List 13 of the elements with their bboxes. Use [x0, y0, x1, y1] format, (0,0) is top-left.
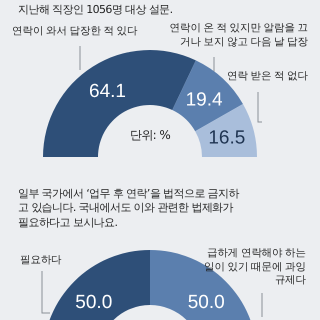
data-label: 19.4 — [186, 90, 223, 111]
slice-label: 연락 받은 적 없다 — [226, 70, 308, 84]
data-label: 64.1 — [89, 80, 126, 102]
slice-label: 연락이 온 적 있지만 알람을 끄거나 보지 않고 다음 날 답장 — [168, 22, 308, 50]
text: 단위: % — [128, 128, 172, 144]
data-label: 16.5 — [208, 128, 246, 149]
data-label: 50.0 — [75, 292, 112, 313]
slice-label: 연락이 와서 답장한 적 있다 — [12, 25, 138, 39]
slice-label: 급하게 연락해야 하는 일이 있기 때문에 과잉 규제다 — [203, 247, 306, 288]
slice-label: 필요하다 — [20, 254, 62, 268]
data-label: 50.0 — [188, 292, 225, 313]
chart-title: 일부 국가에서 ‘업무 후 연락’을 법적으로 금지하고 있습니다. 국내에서도 이와 관련한 법제화가 필요하다고 보시나요. — [18, 187, 240, 230]
chart-subtitle: 지난해 직장인 1056명 대상 설문. — [18, 3, 172, 18]
